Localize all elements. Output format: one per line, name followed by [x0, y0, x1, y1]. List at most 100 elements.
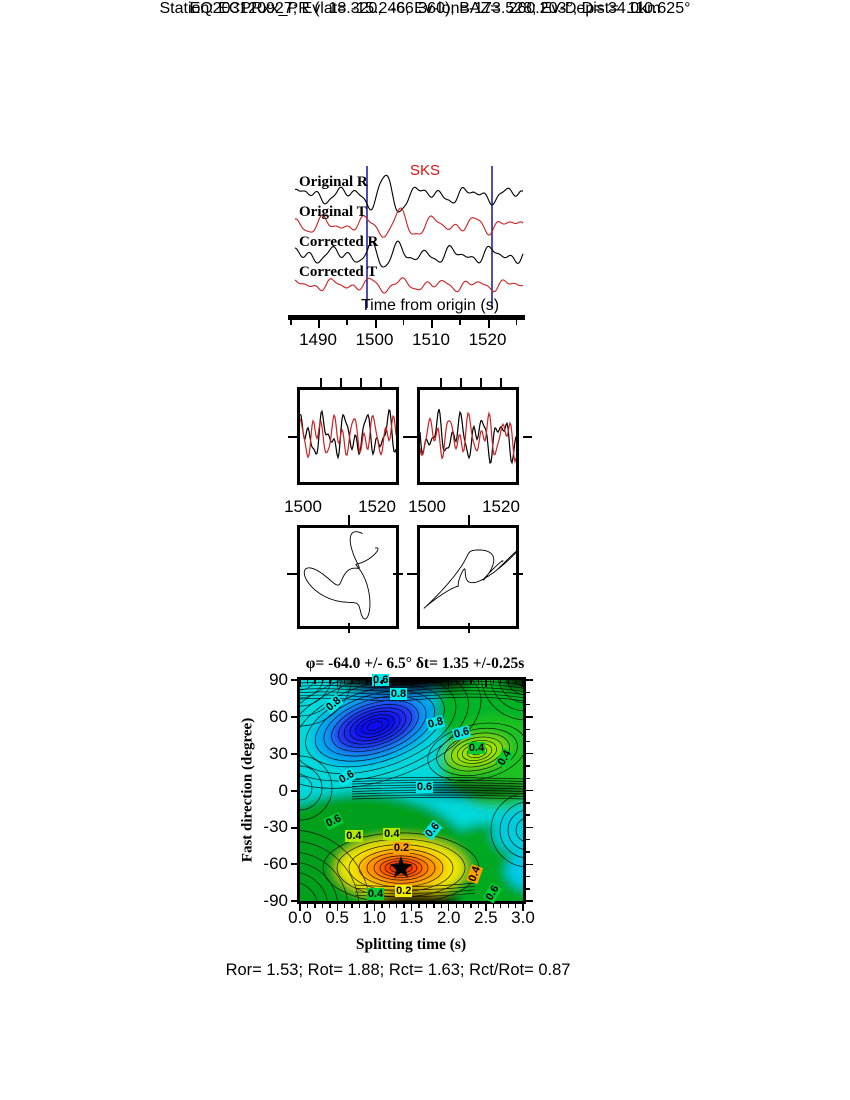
- contour-bottom-tick: [351, 903, 353, 908]
- contour-bottom-tick: [336, 903, 338, 911]
- window-panel-top-tick: [480, 378, 482, 387]
- window-panel-top-tick: [380, 378, 382, 387]
- contour-bottom-tick: [477, 903, 480, 908]
- contour-left-tick: [291, 789, 299, 792]
- contour-top-tick: [455, 680, 457, 684]
- contour-left-tick: [291, 752, 299, 755]
- time-axis-minor-tick: [402, 319, 404, 325]
- contour-level-label: 0.2: [395, 885, 413, 898]
- contour-right-tick: [525, 679, 533, 681]
- contour-ytick-label: 0: [278, 780, 288, 800]
- particle-panel-tick: [348, 623, 350, 633]
- trace-path-1: [294, 207, 524, 238]
- time-axis-title: Time from origin (s): [360, 297, 500, 314]
- contour-plot: 0.60.80.80.80.60.40.40.60.60.60.40.40.20…: [297, 674, 526, 904]
- contour-ytick-label: -30: [263, 817, 288, 837]
- contour-top-tick: [425, 680, 428, 684]
- contour-bottom-tick: [403, 903, 405, 908]
- window-panel-tick-label: 1500: [408, 497, 446, 516]
- contour-lines: [300, 680, 523, 901]
- contour-top-tick: [403, 680, 405, 684]
- phase-label: SKS: [410, 162, 441, 179]
- window-panel-side-tick: [408, 436, 417, 438]
- contour-right-tick: [525, 740, 530, 743]
- contour-bottom-tick: [321, 903, 324, 908]
- contour-top-tick: [522, 680, 524, 687]
- trace-path-0: [294, 174, 524, 213]
- contour-top-tick: [462, 680, 465, 684]
- contour-xtick-label: 1.5: [399, 908, 424, 927]
- trace-label-original-r: Original R: [299, 174, 368, 190]
- contour-top-tick: [314, 680, 316, 684]
- contour-right-tick: [525, 875, 530, 878]
- contour-bottom-tick: [470, 903, 472, 908]
- particle-motion-path-corrected: [423, 549, 516, 609]
- time-axis-minor-tick: [459, 319, 461, 325]
- trace-path-3: [294, 277, 524, 294]
- contour-bottom-tick: [425, 903, 428, 908]
- contour-bottom-tick: [440, 903, 443, 908]
- contour-right-tick: [525, 814, 530, 816]
- contour-bottom-tick: [462, 903, 465, 908]
- contour-top-tick: [381, 680, 383, 684]
- contour-bottom-tick: [500, 903, 502, 908]
- contour-top-tick: [336, 680, 338, 687]
- contour-ytick-label: -90: [263, 891, 288, 910]
- contour-bottom-tick: [358, 903, 361, 908]
- window-panel-tick-label: 1500: [284, 497, 322, 516]
- contour-left-tick: [291, 826, 299, 829]
- contour-left-tick: [291, 716, 299, 719]
- contour-top-tick: [492, 680, 495, 684]
- contour-ytick-label: 30: [269, 743, 288, 763]
- contour-top-tick: [351, 680, 353, 684]
- contour-top-tick: [485, 680, 487, 687]
- time-axis-major-tick: [487, 319, 490, 328]
- time-axis-line: [288, 315, 525, 320]
- contour-top-tick: [373, 680, 376, 687]
- contour-bottom-tick: [381, 903, 383, 908]
- time-axis-minor-tick: [515, 319, 517, 325]
- contour-xtick-label: 2.0: [436, 908, 461, 927]
- trace-label-original-t: Original T: [299, 204, 367, 220]
- contour-bottom-tick: [366, 903, 368, 908]
- contour-right-tick: [525, 839, 530, 841]
- contour-bottom-tick: [373, 903, 376, 911]
- contour-level-label: 0.4: [467, 741, 486, 754]
- contour-top-tick: [418, 680, 420, 684]
- window-panel-top-tick: [320, 378, 322, 387]
- particle-motion-panel-corrected: [417, 525, 519, 629]
- contour-top-tick: [388, 680, 390, 684]
- event-header-line: EQ203120927; Evlat= -15.246, Ev-lon=-173…: [189, 0, 661, 17]
- contour-right-tick: [525, 777, 530, 779]
- window-panel-tick-label: 1520: [358, 497, 396, 516]
- window-waveform-panel-original: [297, 387, 399, 485]
- contour-ytick-label: 90: [269, 670, 288, 689]
- contour-right-tick: [525, 703, 530, 706]
- particle-panel-tick: [287, 573, 297, 575]
- particle-panel-tick: [468, 515, 470, 525]
- particle-panel-tick: [407, 573, 417, 575]
- contour-right-tick: [525, 728, 530, 730]
- contour-top-tick: [514, 680, 517, 684]
- trace-label-corrected-r: Corrected R: [299, 234, 379, 250]
- contour-right-tick: [525, 888, 530, 890]
- window-trace-1: [420, 411, 516, 464]
- contour-top-tick: [366, 680, 368, 684]
- seismogram-traces: [294, 166, 524, 308]
- contour-left-tick: [291, 900, 299, 903]
- footer-statistics: Ror= 1.53; Rot= 1.88; Rct= 1.63; Rct/Rot…: [225, 961, 571, 979]
- time-axis-major-tick: [374, 319, 377, 328]
- contour-top-tick: [500, 680, 502, 684]
- particle-motion-corrected-curve: [423, 549, 516, 609]
- particle-panel-tick: [468, 623, 470, 633]
- contour-bottom-tick: [299, 903, 301, 911]
- window-panel-tick-label: 1520: [482, 497, 520, 516]
- contour-level-label: 0.6: [372, 674, 390, 687]
- contour-left-tick: [291, 679, 299, 682]
- contour-right-tick: [525, 826, 533, 829]
- contour-top-tick: [477, 680, 480, 684]
- contour-bottom-tick: [418, 903, 420, 908]
- window-panel-side-tick: [523, 436, 532, 438]
- contour-level-label: 0.4: [383, 827, 401, 840]
- time-axis-tick-label: 1520: [468, 330, 507, 349]
